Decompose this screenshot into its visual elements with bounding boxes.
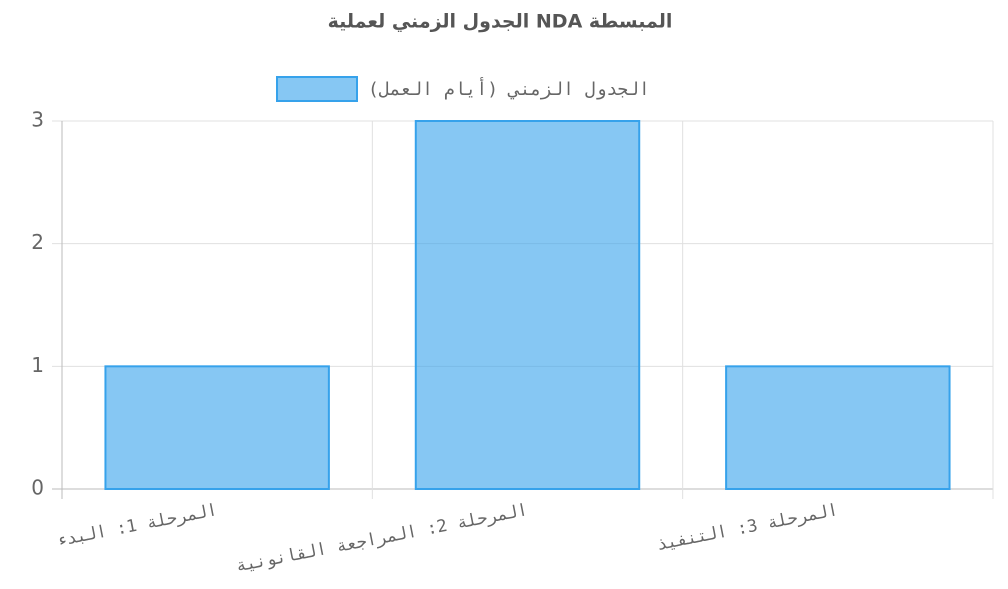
y-tick-label: 2 (31, 230, 44, 254)
bar (104, 365, 330, 491)
y-tick-label: 1 (31, 353, 44, 377)
x-tick-label: المرحلة 1: البدء (54, 500, 219, 551)
y-tick-label: 0 (31, 476, 44, 500)
x-tick-label: المرحلة 3: التنفيذ (655, 500, 840, 555)
legend-label: الجدول الزمني (أيام العمل) (368, 77, 650, 100)
y-tick-label: 3 (31, 108, 44, 132)
bar (414, 120, 641, 490)
legend-swatch (276, 76, 358, 102)
bar (725, 365, 951, 491)
x-tick-label: المرحلة 2: المراجعة القانونية (234, 500, 529, 576)
chart-title: الجدول الزمني لعملية NDA المبسطة (328, 11, 673, 33)
